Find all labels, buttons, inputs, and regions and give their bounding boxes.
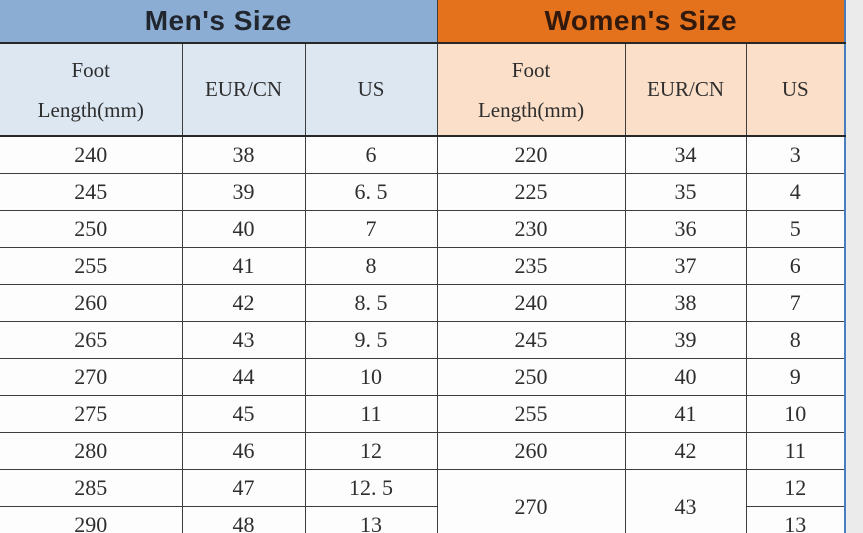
table-cell: 4 xyxy=(745,173,847,211)
table-cell: 41 xyxy=(624,395,747,433)
table-cell: 46 xyxy=(181,432,306,470)
table-cell: 265 xyxy=(0,321,183,359)
table-cell: 10 xyxy=(745,395,847,433)
table-cell: 41 xyxy=(181,247,306,285)
table-row: 265 43 9. 5 245 39 8 xyxy=(0,321,847,359)
table-cell-merged-foot: 270 xyxy=(436,469,626,533)
table-cell: 12. 5 xyxy=(304,469,438,507)
table-cell: 240 xyxy=(0,135,183,174)
table-cell: 280 xyxy=(0,432,183,470)
table-cell: 3 xyxy=(745,135,847,174)
table-cell: 6 xyxy=(304,135,438,174)
table-cell: 39 xyxy=(181,173,306,211)
table-cell: 230 xyxy=(436,210,626,248)
table-cell: 10 xyxy=(304,358,438,396)
table-cell: 45 xyxy=(181,395,306,433)
table-cell: 40 xyxy=(181,210,306,248)
table-cell: 240 xyxy=(436,284,626,322)
table-cell: 11 xyxy=(745,432,847,470)
table-cell: 12 xyxy=(745,469,847,507)
men-section-title: Men's Size xyxy=(0,0,438,44)
table-row: 290 48 13 13 xyxy=(0,506,847,533)
table-row: 280 46 12 260 42 11 xyxy=(0,432,847,470)
column-header-label: Foot Length(mm) xyxy=(477,57,585,122)
table-row: 285 47 12. 5 270 43 12 xyxy=(0,469,847,533)
men-column-header-foot-length: Foot Length(mm) xyxy=(0,42,183,137)
table-cell: 34 xyxy=(624,135,747,174)
table-cell: 6. 5 xyxy=(304,173,438,211)
table-cell: 220 xyxy=(436,135,626,174)
women-section-title: Women's Size xyxy=(436,0,847,44)
women-column-header-us: US xyxy=(745,42,847,137)
table-cell: 36 xyxy=(624,210,747,248)
table-cell: 37 xyxy=(624,247,747,285)
table-cell: 7 xyxy=(304,210,438,248)
table-cell: 250 xyxy=(0,210,183,248)
table-cell: 255 xyxy=(0,247,183,285)
table-cell: 47 xyxy=(181,469,306,507)
table-cell: 40 xyxy=(624,358,747,396)
table-cell-merged-eur: 43 xyxy=(624,469,747,533)
table-row: 260 42 8. 5 240 38 7 xyxy=(0,284,847,322)
table-row: 245 39 6. 5 225 35 4 xyxy=(0,173,847,211)
table-row: 270 44 10 250 40 9 xyxy=(0,358,847,396)
table-row: 240 38 6 220 34 3 xyxy=(0,135,847,174)
table-row: 250 40 7 230 36 5 xyxy=(0,210,847,248)
table-cell: 245 xyxy=(0,173,183,211)
table-cell: 48 xyxy=(181,506,306,533)
table-cell: 285 xyxy=(0,469,183,507)
table-cell: 6 xyxy=(745,247,847,285)
table-cell: 43 xyxy=(181,321,306,359)
table-cell: 290 xyxy=(0,506,183,533)
table-row: 275 45 11 255 41 10 xyxy=(0,395,847,433)
table-cell: 42 xyxy=(624,432,747,470)
table-cell: 8. 5 xyxy=(304,284,438,322)
table-cell: 13 xyxy=(745,506,847,533)
column-header-row: Foot Length(mm) EUR/CN US Foot Length(mm… xyxy=(0,42,847,137)
table-cell: 12 xyxy=(304,432,438,470)
table-cell: 42 xyxy=(181,284,306,322)
table-row: 255 41 8 235 37 6 xyxy=(0,247,847,285)
table-cell: 270 xyxy=(0,358,183,396)
men-column-header-us: US xyxy=(304,42,438,137)
table-cell: 44 xyxy=(181,358,306,396)
table-cell: 9. 5 xyxy=(304,321,438,359)
table-cell: 5 xyxy=(745,210,847,248)
table-cell: 260 xyxy=(436,432,626,470)
table-cell: 13 xyxy=(304,506,438,533)
table-cell: 225 xyxy=(436,173,626,211)
women-column-header-foot-length: Foot Length(mm) xyxy=(436,42,626,137)
table-cell: 39 xyxy=(624,321,747,359)
table-cell: 11 xyxy=(304,395,438,433)
table-cell: 35 xyxy=(624,173,747,211)
section-title-row: Men's Size Women's Size xyxy=(0,0,847,44)
table-cell: 250 xyxy=(436,358,626,396)
men-column-header-eur-cn: EUR/CN xyxy=(181,42,306,137)
table-cell: 8 xyxy=(745,321,847,359)
table-cell: 38 xyxy=(181,135,306,174)
table-cell: 260 xyxy=(0,284,183,322)
table-cell: 7 xyxy=(745,284,847,322)
table-cell: 255 xyxy=(436,395,626,433)
table-cell: 245 xyxy=(436,321,626,359)
women-column-header-eur-cn: EUR/CN xyxy=(624,42,747,137)
table-cell: 9 xyxy=(745,358,847,396)
table-cell: 235 xyxy=(436,247,626,285)
table-cell: 38 xyxy=(624,284,747,322)
table-cell: 275 xyxy=(0,395,183,433)
table-cell: 8 xyxy=(304,247,438,285)
column-header-label: Foot Length(mm) xyxy=(37,57,144,122)
